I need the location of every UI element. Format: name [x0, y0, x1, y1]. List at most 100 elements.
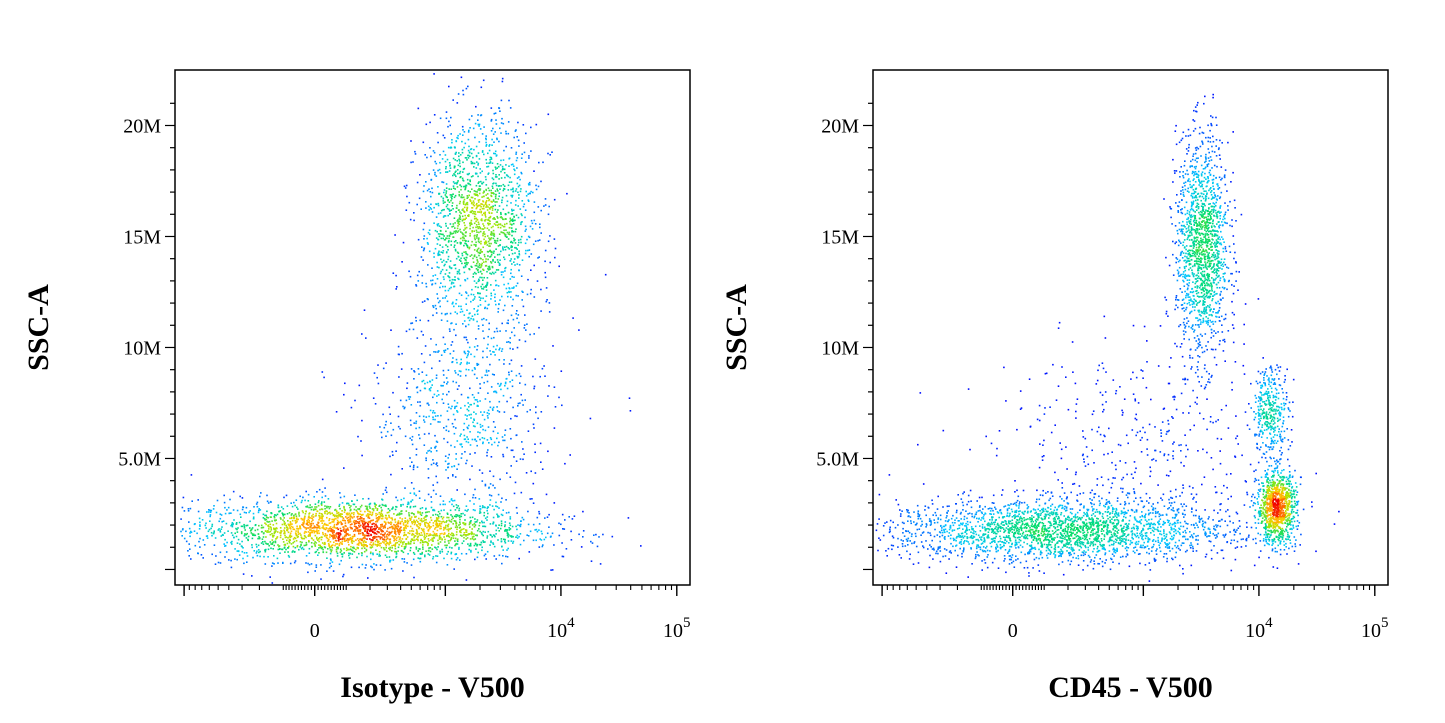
event-dot	[461, 148, 464, 151]
event-dot	[445, 111, 448, 113]
event-dot	[500, 501, 502, 503]
event-dot	[440, 319, 443, 321]
event-dot	[497, 285, 500, 287]
event-dot	[404, 546, 407, 548]
event-dot	[427, 450, 429, 452]
event-dot	[484, 374, 487, 376]
event-dot	[479, 508, 482, 510]
event-dot	[472, 276, 474, 278]
event-dot	[454, 152, 457, 155]
event-dot	[417, 550, 419, 552]
event-dot	[454, 194, 457, 197]
event-dot	[458, 209, 460, 211]
x-tick-label: 104	[547, 615, 575, 642]
event-dot	[503, 232, 506, 235]
event-dot	[479, 204, 481, 207]
event-dot	[364, 544, 366, 547]
event-dot	[421, 552, 423, 555]
event-dot	[417, 280, 420, 282]
event-dot	[305, 528, 308, 530]
event-dot	[530, 269, 532, 271]
event-dot	[473, 230, 475, 232]
event-dot	[404, 543, 407, 545]
event-dot	[391, 550, 393, 552]
event-dot	[448, 453, 450, 456]
event-dot	[397, 525, 399, 527]
event-dot	[434, 304, 437, 307]
event-dot	[361, 532, 364, 534]
event-dot	[379, 426, 381, 428]
event-dot	[467, 396, 469, 399]
event-dot	[496, 201, 498, 203]
event-dot	[464, 352, 467, 355]
event-dot	[296, 520, 298, 523]
event-dot	[446, 383, 448, 385]
event-dot	[446, 171, 449, 173]
event-dot	[439, 272, 442, 275]
event-dot	[481, 480, 484, 482]
event-dot	[353, 508, 356, 511]
event-dot	[185, 540, 188, 543]
event-dot	[219, 513, 222, 515]
event-dot	[481, 546, 483, 549]
event-dot	[315, 506, 318, 508]
event-dot	[508, 527, 510, 529]
event-dot	[499, 239, 502, 241]
event-dot	[331, 521, 333, 523]
event-dot	[367, 516, 370, 518]
event-dot	[477, 182, 480, 184]
event-dot	[243, 562, 245, 565]
event-dot	[430, 450, 432, 453]
event-dot	[288, 540, 290, 543]
event-dot	[381, 530, 383, 532]
event-dot	[485, 260, 487, 263]
event-dot	[455, 522, 457, 525]
event-dot	[496, 215, 498, 218]
event-dot	[508, 529, 511, 531]
event-dot	[279, 536, 282, 539]
event-dot	[439, 244, 441, 246]
event-dot	[461, 125, 464, 128]
event-dot	[400, 505, 402, 507]
event-dot	[346, 502, 349, 505]
event-dot	[492, 172, 495, 175]
event-dot	[470, 175, 473, 178]
event-dot	[459, 228, 461, 231]
event-dot	[266, 494, 268, 497]
event-dot	[498, 507, 500, 509]
event-dot	[469, 542, 472, 545]
event-dot	[440, 354, 443, 356]
event-dot	[321, 508, 324, 511]
event-dot	[469, 516, 472, 519]
event-dot	[449, 352, 452, 355]
event-dot	[455, 542, 458, 545]
event-dot	[465, 462, 467, 465]
event-dot	[397, 523, 399, 525]
event-dot	[492, 178, 495, 181]
event-dot	[447, 516, 450, 519]
event-dot	[488, 198, 491, 201]
event-dot	[384, 569, 386, 571]
event-dot	[545, 493, 548, 496]
event-dot	[387, 511, 390, 514]
event-dot	[494, 293, 496, 296]
event-dot	[390, 523, 392, 525]
event-dot	[247, 535, 250, 538]
event-dot	[313, 542, 315, 545]
event-dot	[465, 303, 467, 305]
event-dot	[487, 152, 489, 155]
event-dot	[365, 544, 367, 546]
event-dot	[493, 152, 495, 155]
event-dot	[508, 181, 511, 183]
event-dot	[468, 351, 470, 353]
event-dot	[476, 362, 478, 365]
event-dot	[471, 288, 473, 291]
event-dot	[466, 309, 468, 311]
event-dot	[456, 526, 459, 528]
event-dot	[260, 527, 263, 529]
event-dot	[385, 542, 388, 545]
event-dot	[310, 517, 313, 519]
event-dot	[351, 537, 354, 540]
event-dot	[430, 539, 432, 541]
event-dot	[486, 380, 489, 383]
